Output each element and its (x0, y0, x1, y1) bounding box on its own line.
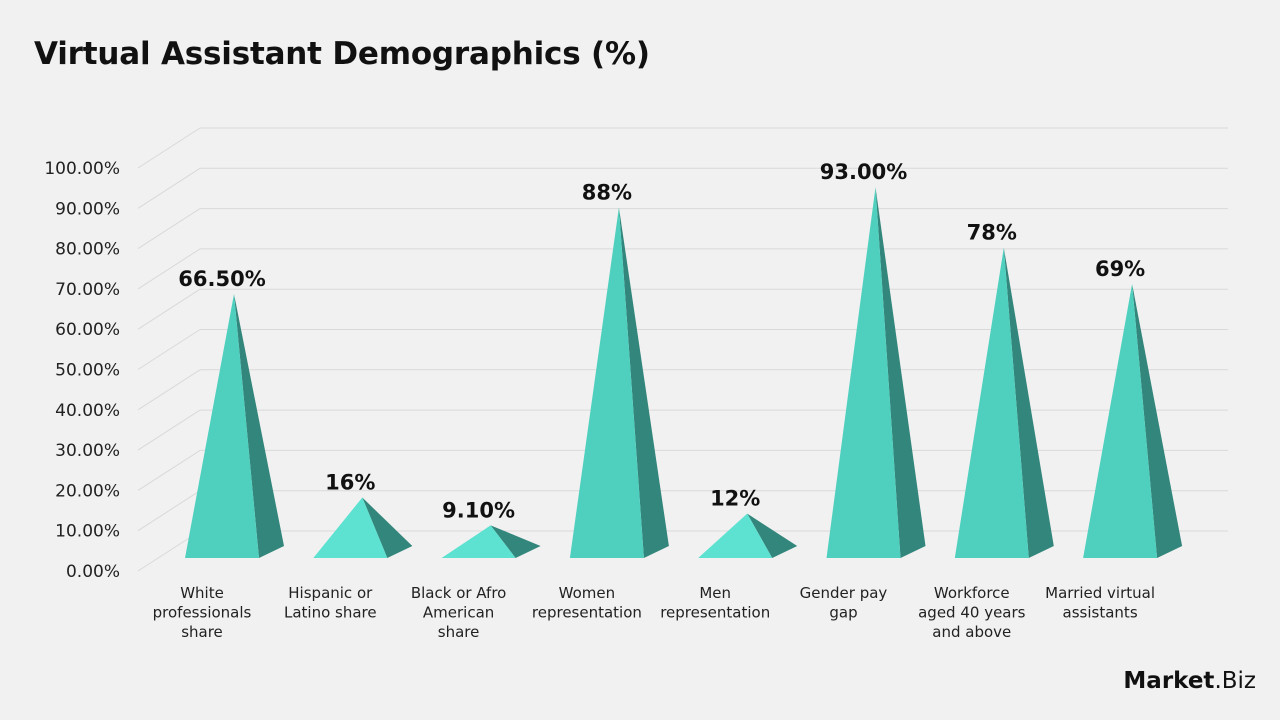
pyramid-side (875, 187, 926, 558)
x-category-label: share (181, 623, 223, 641)
brand-logo: Market .Biz (1122, 668, 1256, 694)
x-category-label: Black or Afro (411, 584, 507, 602)
pyramid-bar (698, 513, 773, 558)
pyramid-side (1132, 283, 1183, 558)
data-label: 12% (710, 487, 760, 511)
pyramid-side (1003, 247, 1054, 558)
x-category-label: and above (932, 623, 1011, 641)
gridline-diagonal (137, 167, 201, 209)
x-category-label: share (438, 623, 480, 641)
y-tick-label: 80.00% (55, 240, 120, 260)
pyramid-side (618, 207, 669, 559)
x-category-label: American (423, 604, 494, 622)
gridline-diagonal (137, 127, 201, 169)
pyramid-bar (441, 525, 516, 558)
y-tick-label: 10.00% (55, 522, 120, 542)
chart-title: Virtual Assistant Demographics (%) (34, 36, 650, 72)
x-category-label: Men (699, 584, 731, 602)
x-category-label: aged 40 years (918, 604, 1026, 622)
y-tick-label: 50.00% (55, 361, 120, 381)
pyramid-side (747, 513, 798, 558)
y-tick-label: 30.00% (55, 441, 120, 461)
x-category-label: gap (829, 604, 857, 622)
y-tick-label: 60.00% (55, 320, 120, 340)
x-category-label: Workforce (934, 584, 1010, 602)
brand-name-rest: .Biz (1214, 668, 1256, 694)
x-category-label: Gender pay (800, 584, 888, 602)
pyramid-bar (313, 497, 388, 558)
gridline-diagonal (137, 248, 201, 290)
y-tick-label: 0.00% (66, 562, 120, 582)
x-category-label: Married virtual (1045, 584, 1155, 602)
data-label: 93.00% (820, 160, 907, 184)
y-tick-label: 40.00% (55, 401, 120, 421)
data-label: 69% (1095, 257, 1145, 281)
gridline-diagonal (137, 449, 201, 491)
gridline-diagonal (137, 288, 201, 330)
pyramid-side (234, 294, 284, 558)
x-category-label: White (180, 584, 224, 602)
x-category-label: assistants (1063, 604, 1138, 622)
y-tick-label: 20.00% (55, 481, 120, 501)
y-tick-label: 70.00% (55, 280, 120, 300)
pyramid-bar (826, 187, 901, 558)
data-label: 9.10% (442, 498, 515, 522)
pyramid-bar (1083, 283, 1158, 558)
data-label: 88% (582, 180, 632, 204)
pyramid-bar (185, 294, 259, 558)
x-category-label: representation (532, 604, 642, 622)
gridline-diagonal (137, 490, 201, 532)
x-category-label: representation (660, 604, 770, 622)
data-label: 78% (967, 221, 1017, 245)
gridline-diagonal (137, 409, 201, 451)
x-category-label: Latino share (284, 604, 377, 622)
pyramid-bar (569, 207, 644, 559)
data-label: 66.50% (178, 267, 265, 291)
x-category-label: professionals (153, 604, 252, 622)
x-category-label: Hispanic or (288, 584, 373, 602)
gridline-diagonal (137, 329, 201, 370)
gridline-diagonal (137, 208, 201, 250)
pyramid-side (490, 525, 541, 558)
pyramid-bar (954, 247, 1029, 558)
brand-name-bold: Market (1123, 668, 1215, 694)
pyramid-side (362, 497, 413, 558)
y-tick-label: 100.00% (44, 159, 120, 179)
x-category-label: Women (559, 584, 615, 602)
data-label: 16% (325, 471, 375, 495)
y-tick-label: 90.00% (55, 199, 120, 219)
gridline-diagonal (137, 369, 201, 411)
